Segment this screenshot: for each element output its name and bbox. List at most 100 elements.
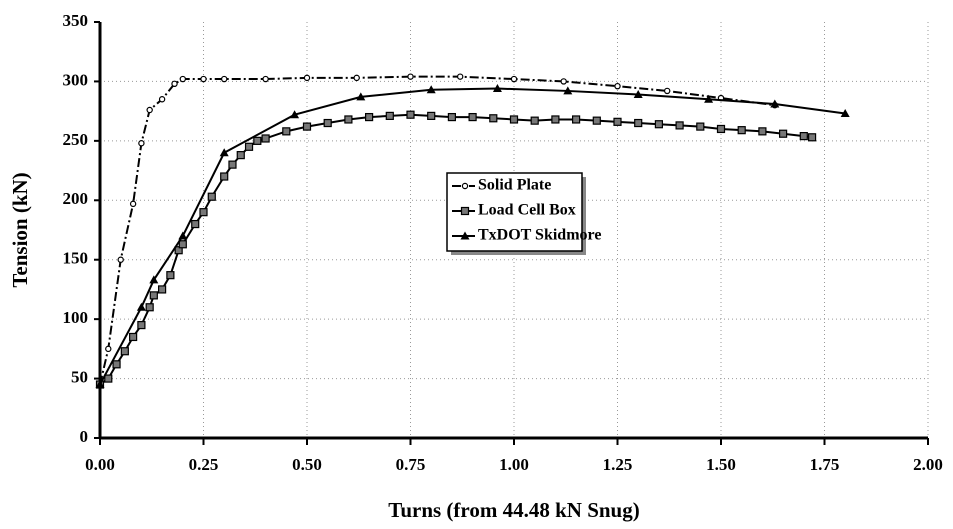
marker [117, 256, 124, 263]
marker [456, 73, 464, 80]
x-tick-label: 1.75 [810, 455, 840, 474]
marker [571, 115, 581, 124]
marker [171, 80, 178, 88]
marker [492, 84, 502, 93]
marker [220, 172, 229, 181]
marker [385, 111, 394, 120]
marker [145, 303, 154, 312]
marker [427, 111, 436, 120]
x-tick-label: 1.50 [706, 455, 736, 474]
x-tick-label: 0.50 [292, 455, 322, 474]
marker [199, 208, 208, 217]
y-tick-label: 200 [63, 189, 89, 208]
marker [799, 132, 808, 141]
marker [323, 118, 332, 128]
marker [146, 106, 153, 114]
marker [353, 74, 360, 82]
marker [166, 271, 175, 280]
marker [136, 302, 146, 311]
marker [489, 114, 498, 123]
marker [509, 115, 519, 124]
marker [302, 122, 312, 131]
y-tick-label: 0 [80, 427, 89, 446]
legend-label: Solid Plate [478, 177, 551, 194]
marker [654, 120, 664, 129]
x-tick-label: 0.25 [189, 455, 219, 474]
y-tick-label: 350 [63, 11, 89, 30]
marker [178, 231, 188, 240]
marker [158, 96, 166, 103]
legend-label: Load Cell Box [478, 202, 576, 219]
marker [179, 75, 186, 83]
y-tick-label: 50 [71, 367, 88, 386]
marker [149, 275, 159, 284]
marker [447, 112, 456, 122]
marker [262, 75, 269, 83]
marker [716, 124, 726, 134]
marker [104, 374, 113, 383]
marker [236, 151, 245, 160]
marker [613, 117, 622, 126]
marker [560, 78, 567, 85]
series-line [99, 75, 775, 385]
marker [303, 74, 311, 82]
marker [633, 90, 643, 99]
marker [282, 127, 291, 136]
legend-marker [460, 206, 470, 216]
marker [468, 112, 477, 122]
marker [634, 118, 643, 128]
marker [696, 122, 705, 131]
marker [778, 129, 788, 138]
marker [770, 99, 780, 108]
marker [95, 380, 105, 389]
marker [290, 110, 300, 119]
marker [407, 73, 414, 80]
marker [406, 110, 415, 119]
x-tick-label: 0.75 [396, 455, 426, 474]
x-tick-label: 0.00 [85, 455, 115, 474]
marker [758, 127, 767, 136]
marker [253, 136, 262, 145]
marker [120, 347, 129, 356]
marker [200, 75, 207, 83]
marker [207, 192, 216, 201]
marker [426, 85, 436, 94]
marker [592, 116, 601, 125]
marker [344, 115, 353, 124]
marker [704, 94, 714, 103]
marker [228, 160, 237, 169]
marker [356, 92, 366, 101]
legend-marker [460, 231, 470, 240]
marker [137, 320, 146, 330]
y-tick-label: 250 [63, 130, 89, 149]
marker [563, 86, 573, 95]
y-tick-label: 150 [63, 249, 89, 268]
marker [551, 115, 560, 124]
marker [244, 142, 254, 151]
marker [158, 285, 167, 294]
legend-marker [461, 182, 469, 190]
marker [365, 112, 374, 122]
marker [219, 148, 229, 157]
marker [138, 140, 145, 147]
marker [663, 87, 671, 95]
marker [149, 291, 158, 300]
legend-label: TxDOT Skidmore [478, 227, 601, 244]
marker [220, 75, 228, 83]
x-tick-label: 2.00 [913, 455, 943, 474]
marker [737, 126, 746, 135]
marker [840, 109, 850, 118]
marker [112, 360, 121, 369]
x-axis-label: Turns (from 44.48 kN Snug) [388, 498, 639, 522]
x-tick-label: 1.00 [499, 455, 529, 474]
marker [129, 200, 137, 208]
y-tick-label: 300 [63, 70, 89, 89]
marker [178, 240, 187, 249]
marker [261, 134, 270, 143]
series-line [99, 87, 846, 385]
y-axis-label: Tension (kN) [8, 172, 32, 287]
marker [174, 246, 183, 255]
marker [675, 121, 684, 130]
marker [510, 75, 518, 83]
